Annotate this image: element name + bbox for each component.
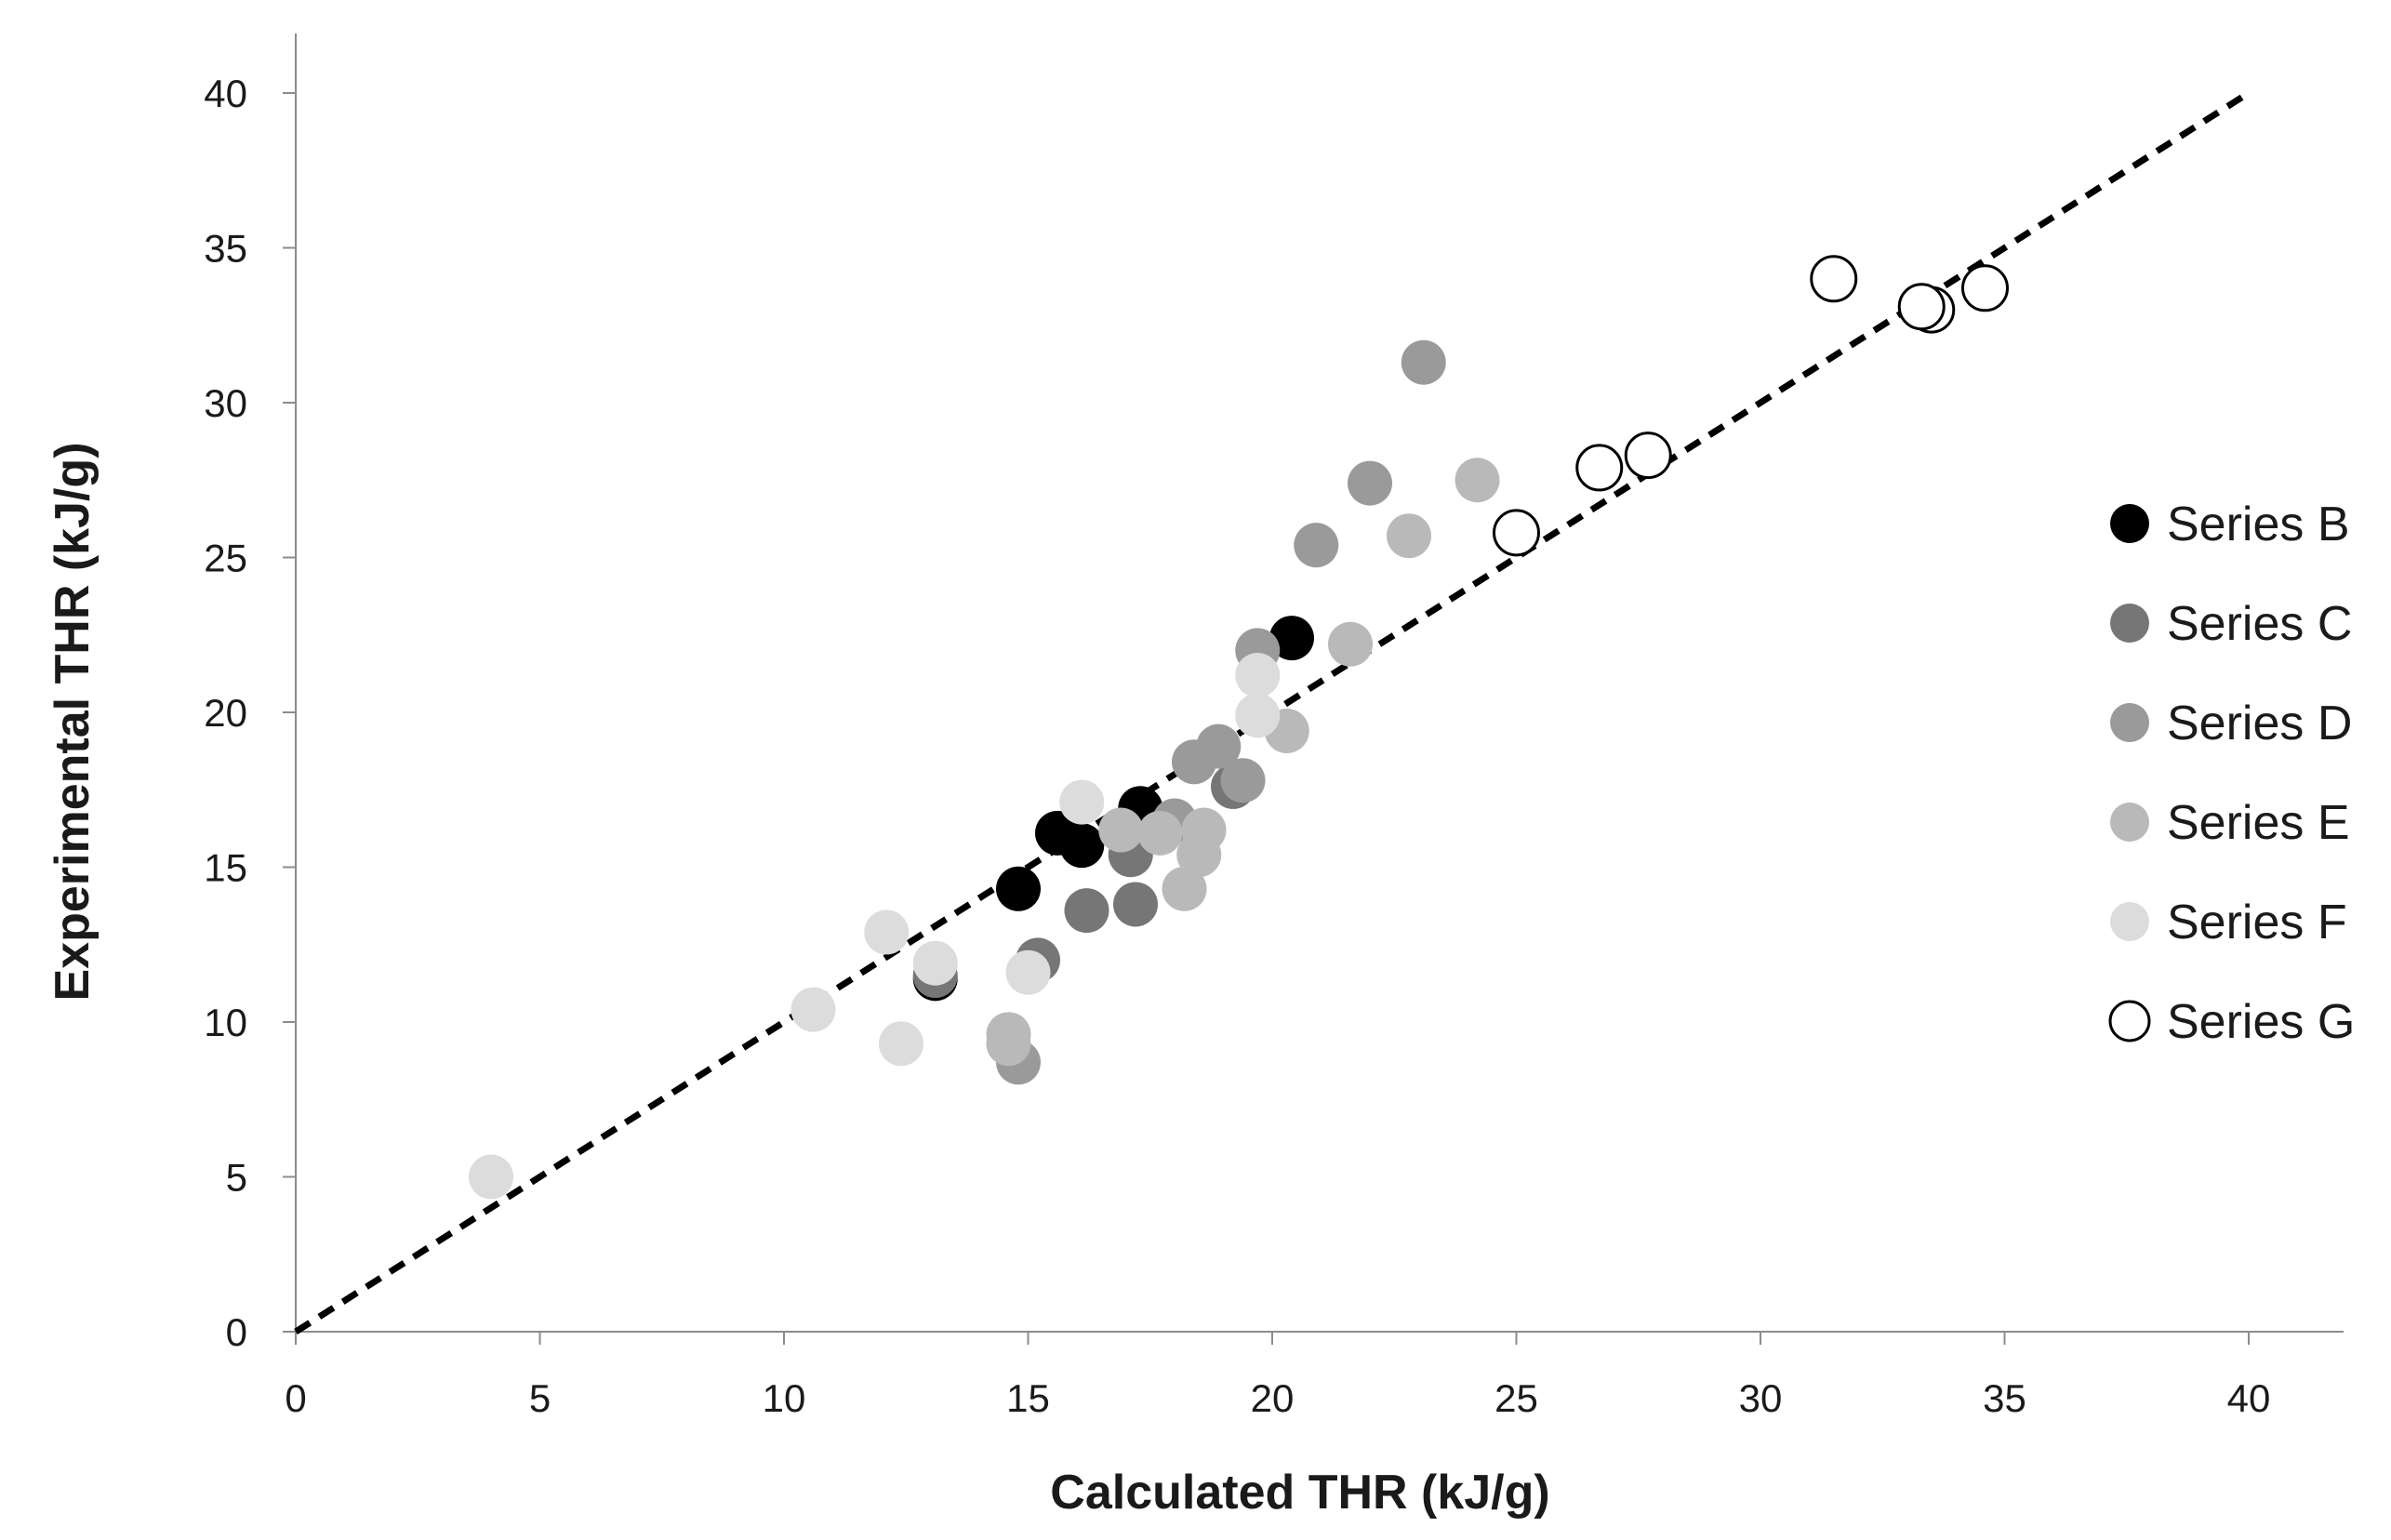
legend-marker xyxy=(2110,504,2149,543)
y-tick-label: 30 xyxy=(204,381,247,425)
data-point xyxy=(1098,807,1144,853)
x-tick-label: 40 xyxy=(2227,1376,2271,1420)
data-point xyxy=(1269,616,1314,661)
x-axis-title: Calculated THR (kJ/g) xyxy=(1050,1466,1549,1520)
axes xyxy=(283,33,2344,1345)
legend-label: Series D xyxy=(2167,697,2352,750)
data-point xyxy=(912,940,958,986)
data-point xyxy=(1059,779,1105,825)
series-3 xyxy=(986,458,1500,1067)
legend-marker xyxy=(2110,703,2149,742)
y-tick-label: 35 xyxy=(204,227,247,271)
x-tick-label: 20 xyxy=(1251,1376,1295,1420)
data-point xyxy=(1897,283,1946,331)
y-tick-label: 40 xyxy=(204,72,247,115)
data-point xyxy=(1624,431,1672,480)
data-point xyxy=(469,1154,513,1200)
y-tick-label: 15 xyxy=(204,846,247,890)
data-point xyxy=(790,987,836,1032)
y-tick-label: 10 xyxy=(204,1001,247,1044)
legend-label: Series B xyxy=(2167,498,2350,551)
data-point xyxy=(1961,264,2009,312)
data-point xyxy=(879,1021,923,1067)
data-points xyxy=(469,255,2009,1200)
legend-label: Series G xyxy=(2167,995,2355,1049)
data-point xyxy=(1348,460,1392,506)
x-tick-label: 25 xyxy=(1494,1376,1538,1420)
data-point xyxy=(986,1012,1031,1057)
data-point xyxy=(1137,810,1183,856)
data-point xyxy=(1575,444,1624,492)
legend-marker xyxy=(2110,902,2149,941)
data-point xyxy=(1235,693,1281,738)
series-5 xyxy=(1493,255,2009,557)
x-tick-label: 0 xyxy=(285,1376,306,1420)
y-tick-label: 25 xyxy=(204,537,247,580)
data-point xyxy=(1328,621,1373,667)
legend: Series B Series C Series D Series E Series F… xyxy=(2108,498,2355,1049)
legend-label: Series C xyxy=(2167,597,2352,651)
data-point xyxy=(1196,724,1242,769)
x-tick-label: 5 xyxy=(529,1376,551,1420)
data-point xyxy=(1294,523,1339,568)
legend-label: Series F xyxy=(2167,896,2347,949)
y-tick-label: 20 xyxy=(204,691,247,735)
y-tick-label: 0 xyxy=(226,1310,247,1354)
series-2 xyxy=(996,339,1446,1085)
x-tick-label: 10 xyxy=(763,1376,806,1420)
x-tick-label: 30 xyxy=(1739,1376,1783,1420)
data-point xyxy=(1220,758,1266,803)
data-point xyxy=(1455,458,1500,503)
legend-marker xyxy=(2108,1000,2151,1042)
data-point xyxy=(864,909,910,955)
data-point xyxy=(1387,513,1431,559)
x-tick-label: 35 xyxy=(1983,1376,2026,1420)
legend-marker xyxy=(2110,803,2149,842)
data-point xyxy=(996,866,1041,911)
y-axis-title: Experimental THR (kJ/g) xyxy=(46,442,100,1001)
data-point xyxy=(1493,509,1540,557)
data-point xyxy=(1810,255,1858,303)
data-point xyxy=(1401,339,1446,385)
series-4 xyxy=(469,653,1281,1200)
data-point xyxy=(1181,807,1227,853)
data-point xyxy=(1059,823,1105,869)
data-point xyxy=(1162,866,1207,911)
legend-marker xyxy=(2110,604,2149,643)
data-point xyxy=(1005,949,1051,995)
data-point xyxy=(1235,653,1281,698)
data-point xyxy=(1064,888,1109,934)
y-tick-label: 5 xyxy=(226,1156,247,1200)
legend-label: Series E xyxy=(2167,796,2350,850)
x-tick-label: 15 xyxy=(1006,1376,1050,1420)
data-point xyxy=(1113,882,1158,927)
tick-labels: 0 5 10 15 20 25 30 35 40 0 5 10 15 20 25 30 35 40 xyxy=(204,72,2270,1420)
